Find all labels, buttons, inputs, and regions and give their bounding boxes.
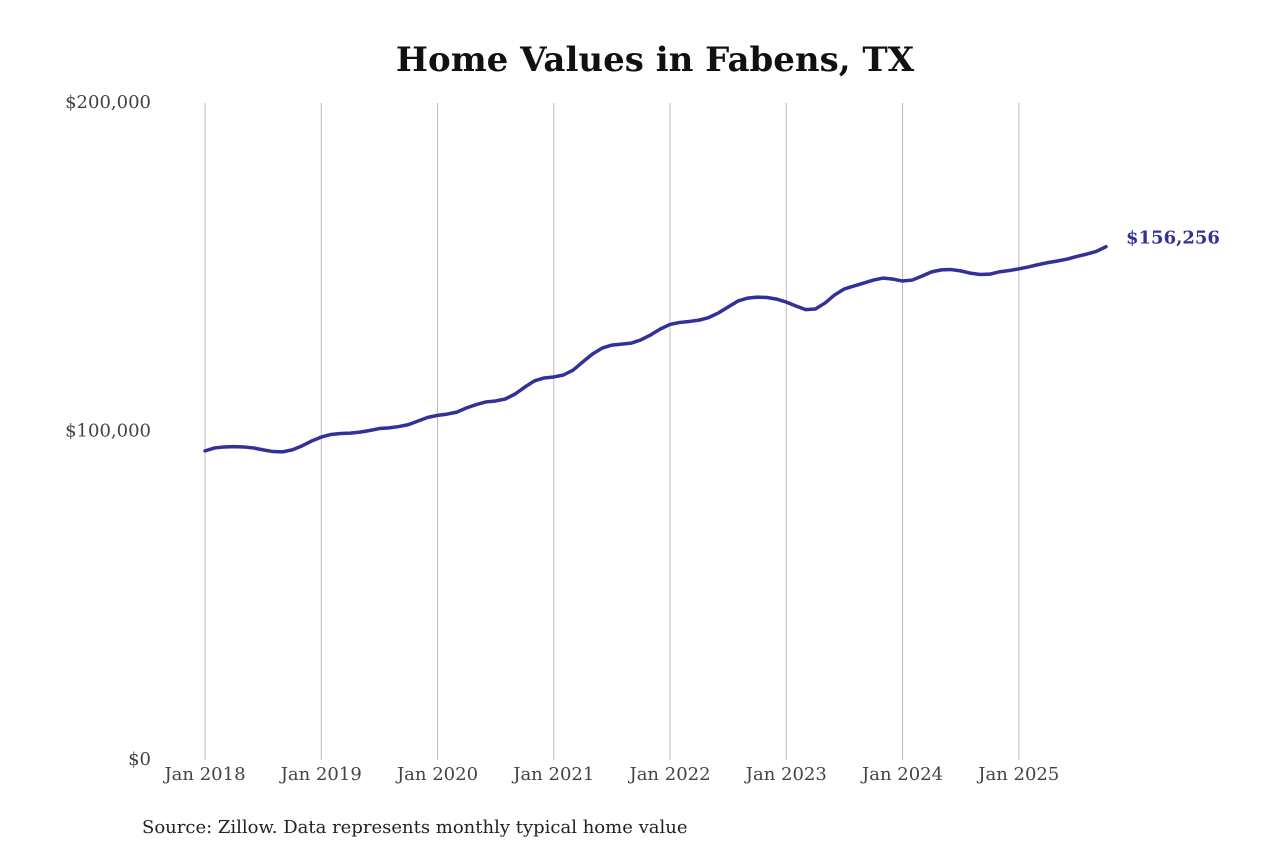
source-note: Source: Zillow. Data represents monthly … (142, 817, 688, 838)
y-tick-label: $100,000 (65, 421, 151, 442)
line (203, 244, 1108, 454)
x-tick-label: Jan 2025 (976, 764, 1059, 785)
x-tick-label: Jan 2022 (627, 764, 710, 785)
y-tick-label: $0 (128, 749, 151, 770)
x-tick-label: Jan 2018 (162, 764, 245, 785)
y-tick-label: $200,000 (65, 92, 151, 113)
value-label: $156,256 (1126, 228, 1220, 249)
chart-title: Home Values in Fabens, TX (396, 40, 915, 80)
x-tick-label: Jan 2021 (511, 764, 594, 785)
x-tick-label: Jan 2020 (395, 764, 478, 785)
x-tick-label: Jan 2023 (744, 764, 827, 785)
x-tick-label: Jan 2019 (279, 764, 362, 785)
x-tick-label: Jan 2024 (860, 764, 943, 785)
